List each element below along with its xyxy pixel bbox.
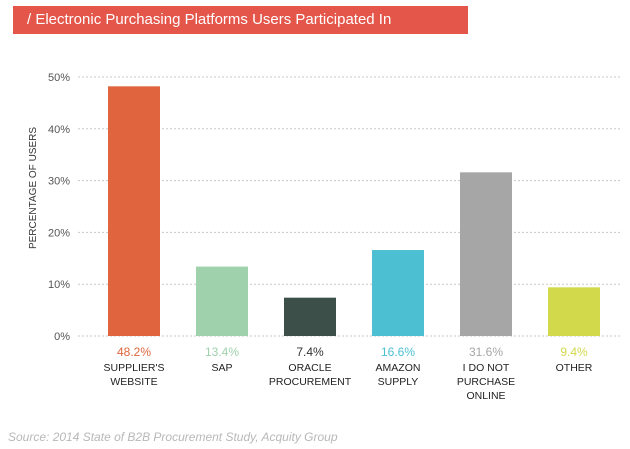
category-label: AMAZON xyxy=(376,362,421,374)
category-label: PROCUREMENT xyxy=(269,376,352,388)
bar-value-label: 13.4% xyxy=(205,345,239,359)
bar xyxy=(548,287,600,336)
category-label: ONLINE xyxy=(466,390,505,402)
chart-title: / Electronic Purchasing Platforms Users … xyxy=(13,6,468,34)
y-tick-label: 20% xyxy=(48,227,70,239)
y-tick-label: 0% xyxy=(54,331,70,343)
category-label: SUPPLY xyxy=(378,376,419,388)
bars xyxy=(108,86,600,336)
bar xyxy=(372,250,424,336)
bar-value-label: 7.4% xyxy=(296,345,324,359)
y-tick-label: 10% xyxy=(48,279,70,291)
bar xyxy=(284,297,336,336)
bar-value-label: 16.6% xyxy=(381,345,415,359)
source-note: Source: 2014 State of B2B Procurement St… xyxy=(8,430,338,444)
gridlines: 0% 10% 20% 30% 40% 50% xyxy=(48,72,622,343)
category-label: SUPPLIER'S xyxy=(104,362,165,374)
y-axis-label: PERCENTAGE OF USERS xyxy=(28,127,39,249)
bar xyxy=(460,172,512,336)
category-label: ORACLE xyxy=(288,362,331,374)
bar xyxy=(196,266,248,336)
y-tick-label: 40% xyxy=(48,124,70,136)
category-label: WEBSITE xyxy=(110,376,157,388)
category-labels: 48.2% SUPPLIER'S WEBSITE 13.4% SAP 7.4% ORACLE… xyxy=(104,345,593,402)
bar-value-label: 48.2% xyxy=(117,345,151,359)
bar xyxy=(108,86,160,336)
bar-value-label: 31.6% xyxy=(469,345,503,359)
y-tick-label: 30% xyxy=(48,176,70,188)
category-label: OTHER xyxy=(556,362,593,374)
category-label: SAP xyxy=(211,362,232,374)
category-label: PURCHASE xyxy=(457,376,515,388)
bar-value-label: 9.4% xyxy=(560,345,588,359)
category-label: I DO NOT xyxy=(463,362,510,374)
y-tick-label: 50% xyxy=(48,72,70,84)
